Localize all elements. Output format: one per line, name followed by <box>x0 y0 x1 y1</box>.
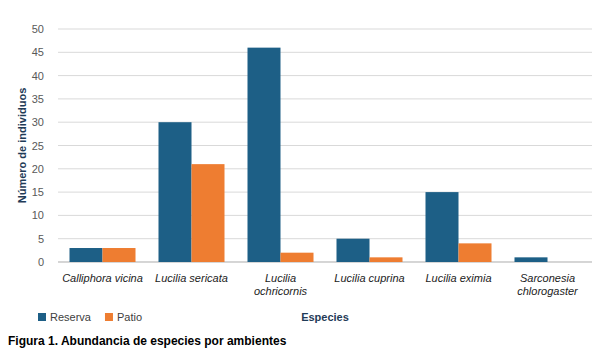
x-tick-label: Sarconesiachlorogaster <box>517 272 579 297</box>
bar <box>192 164 225 262</box>
bar <box>337 239 370 262</box>
y-tick-label: 5 <box>38 233 44 245</box>
grid-line <box>58 215 592 216</box>
y-tick-label: 0 <box>38 256 44 268</box>
grid-line <box>58 29 592 30</box>
grid-line <box>58 122 592 123</box>
x-axis-title: Especies <box>301 311 349 323</box>
y-tick-label: 20 <box>32 163 44 175</box>
legend-swatch <box>105 313 113 321</box>
y-tick-label: 35 <box>32 93 44 105</box>
y-tick-label: 15 <box>32 186 44 198</box>
bar <box>459 243 492 262</box>
bar <box>159 122 192 262</box>
bar <box>370 257 403 262</box>
x-tick-label: Luciliaochricornis <box>254 272 308 297</box>
y-tick-label: 25 <box>32 140 44 152</box>
bar <box>548 262 581 263</box>
grid-line <box>58 262 592 263</box>
bars <box>70 48 548 262</box>
bar <box>426 192 459 262</box>
grid-line <box>58 192 592 193</box>
x-tick-label: Calliphora vicina <box>62 272 143 284</box>
x-tick-label: Lucilia sericata <box>155 272 228 284</box>
grid-line <box>58 168 592 169</box>
legend: Reserva Patio <box>38 311 142 323</box>
legend-label: Reserva <box>50 311 92 323</box>
y-tick-label: 45 <box>32 46 44 58</box>
legend-label: Patio <box>117 311 142 323</box>
grid-line <box>58 238 592 239</box>
bar <box>281 253 314 262</box>
legend-swatch <box>38 313 46 321</box>
y-tick-label: 40 <box>32 70 44 82</box>
grid-line <box>58 75 592 76</box>
y-tick-label: 10 <box>32 209 44 221</box>
bar <box>248 48 281 262</box>
figure-caption: Figura 1. Abundancia de especies por amb… <box>8 334 287 348</box>
y-tick-label: 50 <box>32 23 44 35</box>
chart-container: 0 5 10 15 20 25 30 35 40 45 50 Calliphora vicina Luc… <box>0 0 600 356</box>
grid-line <box>58 145 592 146</box>
y-tick-label: 30 <box>32 116 44 128</box>
chart-svg: 0 5 10 15 20 25 30 35 40 45 50 Calliphora vicina Luc… <box>0 0 600 356</box>
bar <box>515 257 548 262</box>
x-tick-label: Lucilia eximia <box>425 272 491 284</box>
bar <box>103 248 136 262</box>
bar <box>70 248 103 262</box>
grid-line <box>58 52 592 53</box>
x-tick-label: Lucilia cuprina <box>334 272 404 284</box>
x-axis-line <box>58 262 592 263</box>
y-axis-title: Número de individuos <box>16 88 28 204</box>
grid-line <box>58 98 592 99</box>
